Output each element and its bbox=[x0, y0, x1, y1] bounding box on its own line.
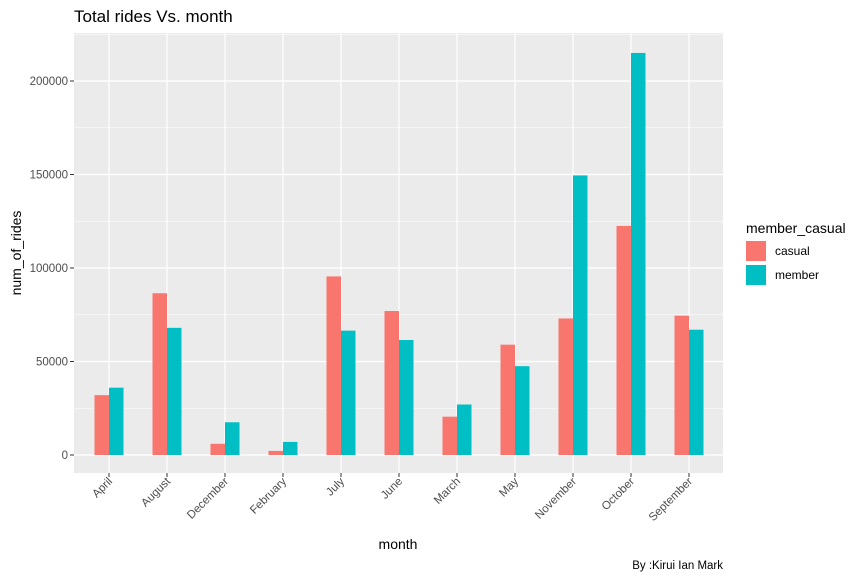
legend-key-casual bbox=[746, 241, 766, 261]
x-tick-label-september: September bbox=[647, 476, 695, 524]
x-tick-label-july: July bbox=[324, 475, 347, 498]
bar-casual-february bbox=[268, 450, 283, 455]
x-axis-ticks: April August December February July June March… bbox=[90, 473, 695, 524]
legend: member_casual casual member bbox=[746, 220, 846, 285]
legend-title: member_casual bbox=[746, 220, 846, 236]
bar-member-july bbox=[341, 330, 356, 455]
bar-member-june bbox=[399, 339, 414, 455]
bar-casual-june bbox=[384, 311, 399, 455]
bar-casual-august bbox=[152, 293, 167, 455]
bar-casual-october bbox=[616, 225, 631, 455]
x-tick-label-may: May bbox=[497, 475, 521, 499]
bar-casual-july bbox=[326, 276, 341, 455]
legend-label-casual: casual bbox=[775, 244, 810, 258]
x-tick-label-april: April bbox=[90, 476, 115, 501]
bar-casual-may bbox=[500, 344, 515, 455]
bar-member-october bbox=[631, 52, 646, 455]
y-tick-label: 150000 bbox=[30, 170, 68, 182]
bar-member-march bbox=[457, 404, 472, 455]
bar-casual-march bbox=[442, 416, 457, 455]
y-tick-label: 100000 bbox=[30, 263, 68, 275]
bar-member-december bbox=[225, 422, 240, 455]
x-tick-label-november: November bbox=[533, 476, 579, 522]
bars bbox=[94, 52, 704, 455]
y-axis-title: num_of_rides bbox=[8, 211, 24, 296]
legend-label-member: member bbox=[775, 268, 819, 282]
bar-member-april bbox=[109, 387, 124, 455]
legend-key-member bbox=[746, 265, 766, 285]
x-tick-label-august: August bbox=[139, 475, 173, 509]
y-axis-ticks: 0 50000 100000 150000 200000 bbox=[30, 76, 74, 462]
bar-member-may bbox=[515, 366, 530, 455]
x-tick-label-october: October bbox=[600, 476, 638, 514]
chart-title: Total rides Vs. month bbox=[74, 7, 233, 26]
x-tick-label-june: June bbox=[379, 476, 405, 502]
bar-casual-april bbox=[94, 395, 109, 455]
y-tick-label: 0 bbox=[62, 450, 68, 462]
y-tick-label: 50000 bbox=[36, 357, 68, 369]
x-tick-label-february: February bbox=[248, 475, 289, 516]
bar-member-august bbox=[167, 327, 182, 455]
bar-member-february bbox=[283, 441, 298, 455]
bar-casual-november bbox=[558, 318, 573, 455]
x-axis-title: month bbox=[379, 536, 418, 552]
bar-casual-december bbox=[210, 443, 225, 455]
x-tick-label-december: December bbox=[185, 476, 231, 522]
bar-member-november bbox=[573, 175, 588, 455]
x-tick-label-march: March bbox=[432, 476, 463, 507]
bar-casual-september bbox=[674, 315, 689, 455]
bar-member-september bbox=[689, 329, 704, 455]
chart-caption: By :Kirui Ian Mark bbox=[632, 560, 723, 572]
y-tick-label: 200000 bbox=[30, 76, 68, 88]
